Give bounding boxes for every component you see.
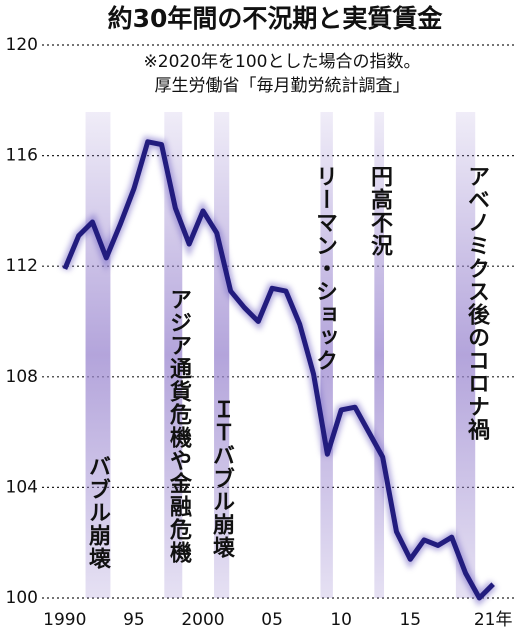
shaded-period [455, 112, 476, 598]
period-label: アベノミクス後のコロナ禍 [464, 165, 490, 441]
shaded-period [164, 112, 183, 598]
period-label: バブル崩壊 [85, 455, 111, 570]
x-tick-label: 10 [330, 610, 352, 630]
x-tick-label: 2000 [181, 610, 224, 630]
x-tick-label: 21年 [474, 610, 513, 630]
x-tick-label: 05 [261, 610, 283, 630]
shaded-period [320, 112, 333, 598]
y-tick-label: 104 [6, 477, 38, 497]
note: ※2020年を100とした場合の指数。 [144, 52, 421, 72]
y-tick-label: 108 [6, 367, 38, 387]
period-label: ＩＴバブル崩壊 [209, 398, 235, 559]
x-tick-label: 1990 [43, 610, 86, 630]
x-tick-label: 15 [399, 610, 421, 630]
period-label: リーマン・ショック [312, 165, 337, 372]
note: 厚生労働省「毎月勤労統計調査」 [155, 76, 410, 96]
shaded-period [85, 112, 111, 598]
shaded-period [374, 112, 385, 598]
y-tick-label: 116 [6, 146, 38, 166]
y-tick-label: 112 [6, 256, 38, 276]
y-tick-label: 100 [6, 588, 38, 608]
line-glow [60, 135, 497, 607]
period-label: 円高不況 [367, 165, 393, 257]
period-label: アジア通貨危機や金融危機 [166, 288, 193, 564]
chart-title: 約30年間の不況期と実質賃金 [108, 4, 444, 33]
x-tick-label: 95 [123, 610, 145, 630]
line [62, 139, 495, 601]
y-tick-label: 120 [6, 35, 38, 55]
